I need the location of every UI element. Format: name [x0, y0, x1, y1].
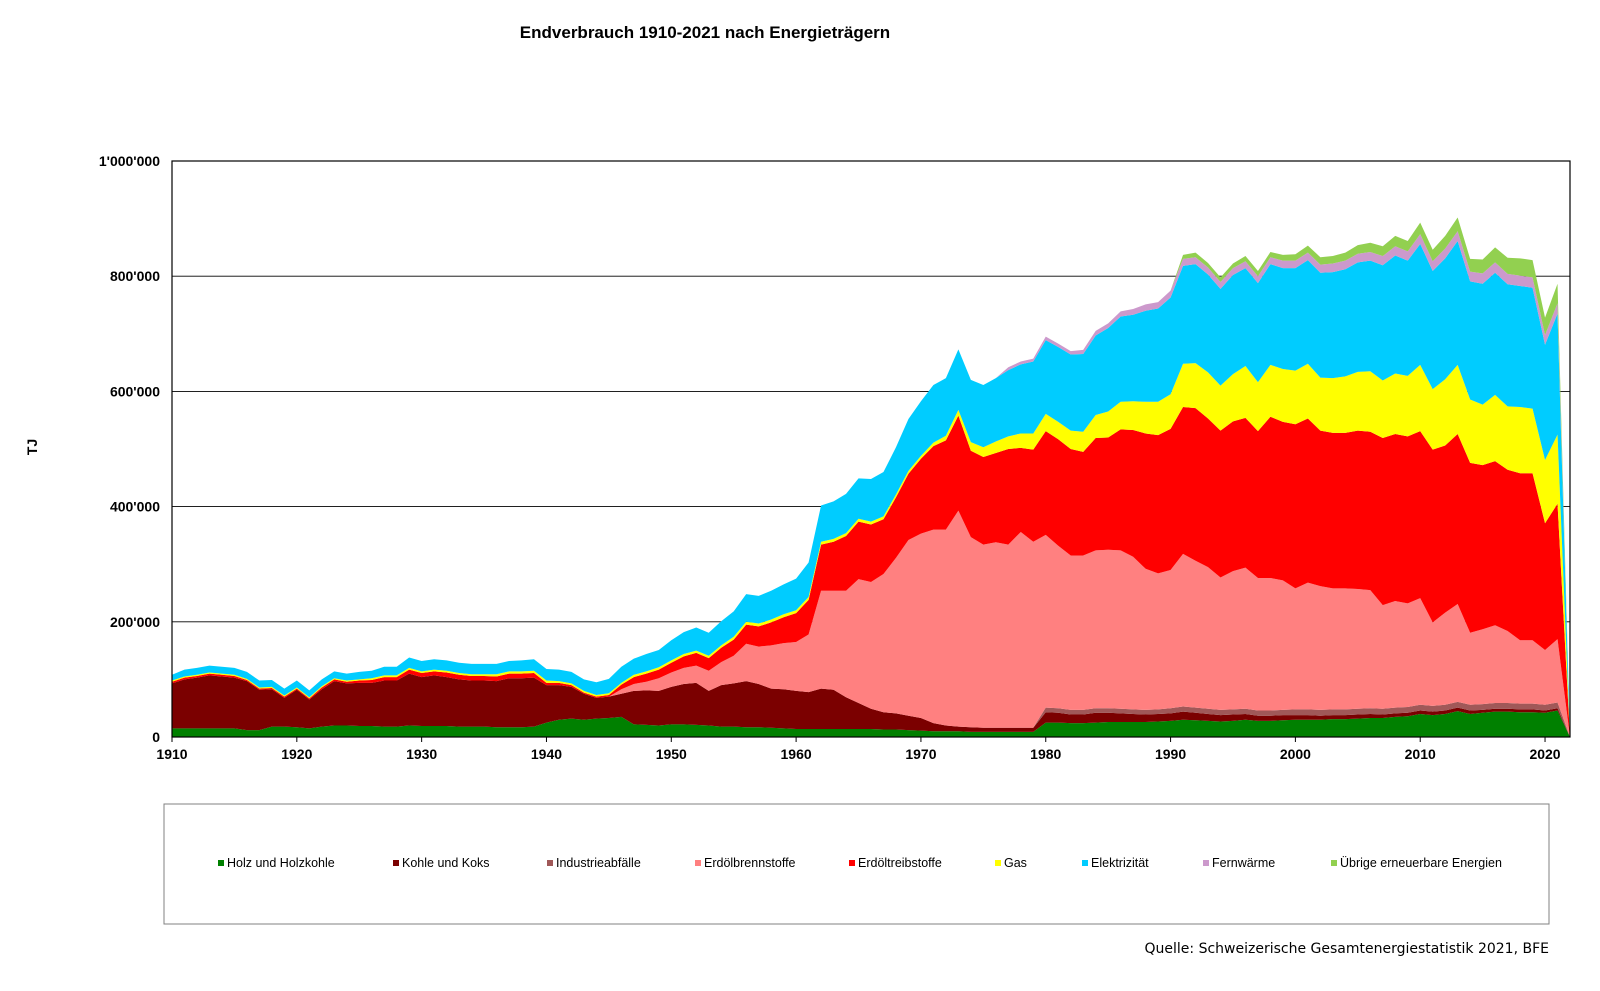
area-series-1 [172, 710, 1570, 737]
legend-label: Kohle und Koks [402, 856, 490, 870]
legend-label: Erdöltreibstoffe [858, 856, 942, 870]
x-tick-label: 2020 [1529, 746, 1560, 762]
x-tick-label: 2010 [1405, 746, 1436, 762]
x-tick-label: 1920 [281, 746, 312, 762]
legend: Holz und Holzkohle Kohle und Koks Industri… [218, 856, 1502, 870]
y-tick-label: 400'000 [110, 499, 160, 515]
area-series [172, 217, 1570, 737]
x-tick-label: 2000 [1280, 746, 1311, 762]
legend-label: Elektrizität [1091, 856, 1149, 870]
x-tick-label: 1970 [905, 746, 936, 762]
legend-swatch [849, 860, 855, 866]
legend-label: Erdölbrennstoffe [704, 856, 796, 870]
legend-label: Fernwärme [1212, 856, 1275, 870]
y-tick-label: 1'000'000 [99, 153, 160, 169]
x-tick-label: 1960 [781, 746, 812, 762]
legend-label: Industrieabfälle [556, 856, 641, 870]
plot-border [171, 160, 1571, 738]
area-series-6 [172, 363, 1570, 737]
x-axis-ticks: 1910 1920 1930 1940 1950 1960 1970 1980 1990 2000… [156, 737, 1561, 762]
legend-swatch [547, 860, 553, 866]
x-tick-label: 1950 [656, 746, 687, 762]
y-tick-label: 800'000 [110, 268, 160, 284]
area-series-7 [172, 241, 1570, 737]
legend-label: Gas [1004, 856, 1027, 870]
x-tick-label: 1990 [1155, 746, 1186, 762]
y-tick-label: 600'000 [110, 383, 160, 399]
legend-swatch [393, 860, 399, 866]
x-tick-label: 1980 [1030, 746, 1061, 762]
legend-label: Holz und Holzkohle [227, 856, 335, 870]
legend-label: Übrige erneuerbare Energien [1340, 856, 1502, 870]
area-series-5 [172, 406, 1570, 737]
legend-swatch [218, 860, 224, 866]
x-tick-label: 1910 [156, 746, 187, 762]
y-tick-label: 200'000 [110, 614, 160, 630]
y-axis-label: TJ [24, 439, 40, 455]
legend-swatch [1082, 860, 1088, 866]
x-tick-label: 1930 [406, 746, 437, 762]
legend-swatch [1331, 860, 1337, 866]
legend-swatch [995, 860, 1001, 866]
legend-swatch [1203, 860, 1209, 866]
source-note: Quelle: Schweizerische Gesamtenergiestat… [1145, 941, 1549, 957]
x-tick-label: 1940 [531, 746, 562, 762]
chart-title: Endverbrauch 1910-2021 nach Energieträge… [520, 23, 890, 42]
area-series-4 [172, 510, 1570, 737]
y-axis-ticks: 0 200'000 400'000 600'000 800'000 1'000'000 [99, 153, 160, 745]
legend-swatch [695, 860, 701, 866]
area-series-2 [172, 673, 1570, 737]
y-tick-label: 0 [152, 729, 160, 745]
